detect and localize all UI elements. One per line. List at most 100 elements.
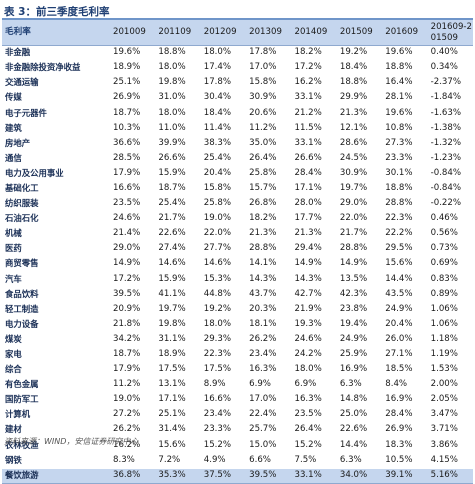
table-cell: 21.9%: [291, 302, 337, 318]
table-cell: 19.6%: [382, 45, 428, 62]
table-cell: 39.5%: [110, 287, 156, 303]
row-label: 基础化工: [2, 181, 110, 197]
table-cell: 19.2%: [336, 45, 383, 62]
table-cell: -2.37%: [427, 75, 473, 92]
row-label: 石油石化: [2, 211, 110, 228]
table-cell: 30.9%: [336, 166, 383, 182]
row-label: 纺织服装: [2, 196, 110, 213]
table-cell: 26.4%: [291, 422, 337, 439]
table-cell: 23.5%: [291, 407, 337, 424]
table-cell: 33.1%: [291, 467, 337, 484]
table-cell: 24.5%: [336, 151, 383, 167]
table-cell: -0.22%: [427, 196, 473, 213]
table-cell: 22.6%: [336, 422, 383, 439]
table-cell: 15.0%: [246, 437, 292, 454]
table-cell: 14.4%: [336, 437, 383, 454]
table-cell: 26.8%: [246, 196, 292, 213]
table-cell: 4.9%: [200, 453, 247, 469]
table-cell: 28.1%: [382, 90, 428, 107]
table-cell: 14.9%: [110, 256, 156, 273]
table-cell: 19.4%: [336, 317, 383, 333]
table-cell: 7.2%: [155, 453, 201, 469]
table-cell: 28.8%: [336, 241, 383, 258]
table-cell: 33.1%: [291, 90, 337, 107]
table-row: 石油石化 24.6% 21.7% 19.0% 18.2% 17.7% 22.0% 22.3% 0…: [2, 211, 473, 228]
table-row: 机械 21.4% 22.6% 22.0% 21.3% 21.3% 21.7% 22.2% 0.5…: [2, 226, 473, 243]
table-row: 钢铁 8.3% 7.2% 4.9% 6.6% 7.5% 6.3% 10.5% 4.15%: [2, 453, 473, 469]
table-cell: 21.8%: [110, 317, 156, 333]
table-cell: 18.7%: [110, 347, 156, 363]
header-cell-201509: 201509: [336, 20, 383, 46]
table-row: 建筑 10.3% 11.0% 11.4% 11.2% 11.5% 12.1% 10.8% -1.…: [2, 120, 473, 137]
table-row: 综合 17.9% 17.5% 17.5% 16.3% 18.0% 16.9% 18.5% 1.5…: [2, 362, 473, 379]
table-cell: 17.1%: [291, 181, 337, 197]
table-cell: 10.5%: [382, 453, 428, 469]
table-cell: 14.6%: [155, 256, 201, 273]
table-cell: 2.00%: [427, 377, 473, 394]
row-label: 建筑: [2, 120, 110, 137]
table-cell: 28.5%: [110, 151, 156, 167]
table-cell: 15.3%: [200, 271, 247, 288]
table-cell: 3.47%: [427, 407, 473, 424]
table-cell: 14.1%: [246, 256, 292, 273]
table-cell: 17.5%: [200, 362, 247, 379]
table-cell: 15.2%: [200, 437, 247, 454]
table-cell: 21.2%: [291, 105, 337, 122]
table-cell: 23.4%: [246, 347, 292, 363]
table-cell: 18.9%: [155, 347, 201, 363]
table-cell: 39.9%: [155, 136, 201, 152]
table-cell: 6.3%: [336, 377, 383, 394]
table-row: 电力及公用事业 17.9% 15.9% 20.4% 25.8% 28.4% 30.9% 30.…: [2, 166, 473, 182]
table-cell: 12.1%: [336, 120, 383, 137]
table-cell: 18.2%: [246, 211, 292, 228]
header-cell-201609: 201609: [382, 20, 428, 46]
table-cell: 6.6%: [246, 453, 292, 469]
table-cell: 18.8%: [382, 60, 428, 77]
table-row: 电力设备 21.8% 19.8% 18.0% 18.1% 19.3% 19.4% 20.4% 1…: [2, 317, 473, 333]
table-cell: 18.0%: [291, 362, 337, 379]
table-cell: 26.6%: [155, 151, 201, 167]
table-cell: 19.8%: [155, 75, 201, 92]
header-cell-201009: 201009: [110, 20, 156, 46]
table-cell: 18.0%: [155, 60, 201, 77]
row-label: 综合: [2, 362, 110, 379]
table-cell: 17.7%: [291, 211, 337, 228]
table-cell: 27.2%: [110, 407, 156, 424]
table-cell: 18.2%: [291, 45, 337, 62]
table-row: 商贸零售 14.9% 14.6% 14.6% 14.1% 14.9% 14.9% 15.6% 0…: [2, 256, 473, 273]
table-cell: 13.5%: [336, 271, 383, 288]
table-cell: 16.9%: [336, 362, 383, 379]
table-cell: 14.9%: [291, 256, 337, 273]
table-cell: 11.0%: [155, 120, 201, 137]
row-label: 房地产: [2, 136, 110, 152]
table-cell: -1.32%: [427, 136, 473, 152]
table-cell: 25.1%: [155, 407, 201, 424]
table-cell: 19.6%: [382, 105, 428, 122]
table-cell: -1.63%: [427, 105, 473, 122]
table-cell: 6.9%: [291, 377, 337, 394]
table-cell: 17.9%: [110, 166, 156, 182]
table-row: 轻工制造 20.9% 19.7% 19.2% 20.3% 21.9% 23.8% 24.9% 1…: [2, 302, 473, 318]
table-cell: 26.2%: [246, 332, 292, 348]
table-cell: 1.18%: [427, 332, 473, 348]
table-cell: 23.5%: [110, 196, 156, 213]
table-cell: 19.0%: [110, 392, 156, 409]
table-cell: 31.1%: [155, 332, 201, 348]
table-cell: 15.7%: [246, 181, 292, 197]
table-row: 家电 18.7% 18.9% 22.3% 23.4% 24.2% 25.9% 27.1% 1.1…: [2, 347, 473, 363]
table-cell: 6.9%: [246, 377, 292, 394]
table-cell: 25.4%: [155, 196, 201, 213]
table-cell: 26.2%: [110, 422, 156, 439]
table-cell: 18.9%: [110, 60, 156, 77]
table-cell: 31.4%: [155, 422, 201, 439]
row-label: 医药: [2, 241, 110, 258]
table-cell: 1.06%: [427, 317, 473, 333]
table-cell: 34.2%: [110, 332, 156, 348]
table-cell: 19.3%: [291, 317, 337, 333]
table-cell: 18.8%: [382, 181, 428, 197]
table-cell: 29.5%: [382, 241, 428, 258]
table-cell: -0.84%: [427, 166, 473, 182]
table-cell: 21.7%: [336, 226, 383, 243]
table-cell: 37.5%: [200, 467, 247, 484]
table-row: 医药 29.0% 27.4% 27.7% 28.8% 29.4% 28.8% 29.5% 0.7…: [2, 241, 473, 258]
